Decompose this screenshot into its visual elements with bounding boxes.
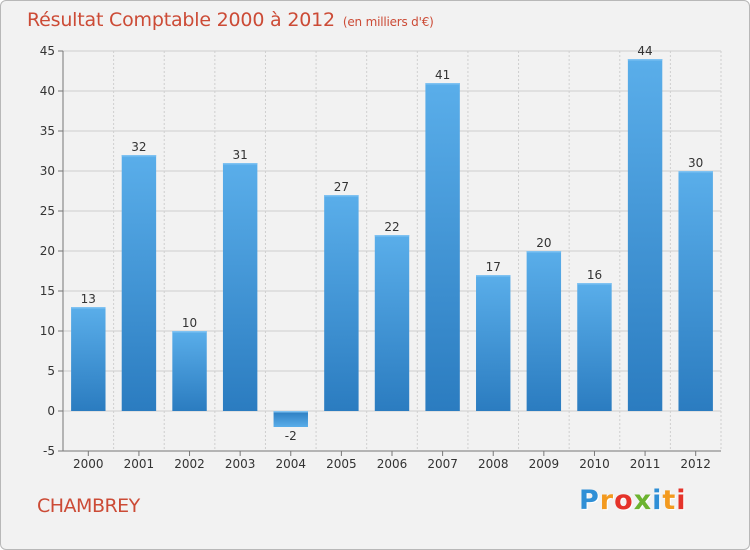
x-tick-label: 2003 xyxy=(225,457,256,471)
data-label: 13 xyxy=(81,292,96,306)
bar-highlight xyxy=(273,411,308,413)
y-tick-label: 40 xyxy=(40,84,55,98)
bar-highlight xyxy=(324,195,359,197)
bar-highlight xyxy=(526,251,562,253)
x-tick-label: 2000 xyxy=(73,457,104,471)
data-label: 30 xyxy=(688,156,703,170)
y-tick-label: 45 xyxy=(40,44,55,58)
bar-highlight xyxy=(222,163,258,165)
y-tick-label: 5 xyxy=(47,364,55,378)
bar-2002 xyxy=(172,331,207,411)
logo-letter: i xyxy=(676,485,687,516)
chart-title: Résultat Comptable 2000 à 2012 (en millie… xyxy=(27,9,434,31)
x-tick-label: 2012 xyxy=(680,457,711,471)
y-tick-label: 30 xyxy=(40,164,55,178)
bar-2009 xyxy=(526,251,562,411)
logo-letter: P xyxy=(579,485,600,516)
data-label: 27 xyxy=(334,180,349,194)
bar-2003 xyxy=(222,163,258,411)
bar-highlight xyxy=(425,83,460,85)
x-tick-label: 2004 xyxy=(275,457,306,471)
data-label: 31 xyxy=(233,148,248,162)
bar-2011 xyxy=(627,59,663,411)
proxiti-logo: Proxiti xyxy=(579,485,687,516)
bar-highlight xyxy=(374,235,410,237)
data-label: 44 xyxy=(637,44,652,58)
x-tick-label: 2009 xyxy=(529,457,560,471)
y-tick-label: 25 xyxy=(40,204,55,218)
axes: -5 0 5 10 15 20 25 30 35 40 45 2000 2001 2002 2003 2004… xyxy=(40,44,721,471)
data-label: 10 xyxy=(182,316,197,330)
y-tick-label: -5 xyxy=(43,444,55,458)
bar-highlight xyxy=(121,155,157,157)
logo-letter: t xyxy=(662,485,677,516)
x-tick-label: 2011 xyxy=(630,457,661,471)
bars xyxy=(71,59,713,427)
bar-2000 xyxy=(71,307,106,411)
data-label: 17 xyxy=(486,260,501,274)
bar-2006 xyxy=(374,235,410,411)
bar-highlight xyxy=(172,331,207,333)
bar-2010 xyxy=(577,283,612,411)
x-tick-label: 2005 xyxy=(326,457,357,471)
x-tick-label: 2002 xyxy=(174,457,205,471)
data-label: 22 xyxy=(384,220,399,234)
data-labels: 13 32 10 31 -2 27 22 41 17 20 16 44 30 xyxy=(81,44,704,443)
y-tick-label: 35 xyxy=(40,124,55,138)
bar-highlight xyxy=(678,171,713,173)
logo-letter: r xyxy=(599,485,615,516)
bar-2004 xyxy=(273,411,308,427)
logo-letter: i xyxy=(652,485,663,516)
bar-highlight xyxy=(577,283,612,285)
y-tick-label: 0 xyxy=(47,404,55,418)
chart-unit-note: (en milliers d'€) xyxy=(342,15,434,29)
bar-highlight xyxy=(476,275,511,277)
data-label: 20 xyxy=(536,236,551,250)
bar-2007 xyxy=(425,83,460,411)
data-label: 16 xyxy=(587,268,602,282)
y-tick-label: 15 xyxy=(40,284,55,298)
chart-title-text: Résultat Comptable 2000 à 2012 xyxy=(27,9,335,31)
bar-2008 xyxy=(476,275,511,411)
y-tick-label: 10 xyxy=(40,324,55,338)
logo-letter: x xyxy=(633,485,653,516)
x-tick-label: 2001 xyxy=(124,457,155,471)
data-label: 32 xyxy=(131,140,146,154)
bar-2012 xyxy=(678,171,713,411)
bar-highlight xyxy=(71,307,106,309)
data-label: 41 xyxy=(435,68,450,82)
bar-highlight xyxy=(627,59,663,61)
data-label: -2 xyxy=(285,429,297,443)
logo-letter: o xyxy=(614,485,634,516)
x-tick-label: 2010 xyxy=(579,457,610,471)
x-tick-label: 2006 xyxy=(377,457,408,471)
commune-name: CHAMBREY xyxy=(37,495,140,517)
x-tick-label: 2008 xyxy=(478,457,509,471)
y-tick-label: 20 xyxy=(40,244,55,258)
x-tick-label: 2007 xyxy=(427,457,458,471)
bar-2005 xyxy=(324,195,359,411)
bar-2001 xyxy=(121,155,157,411)
